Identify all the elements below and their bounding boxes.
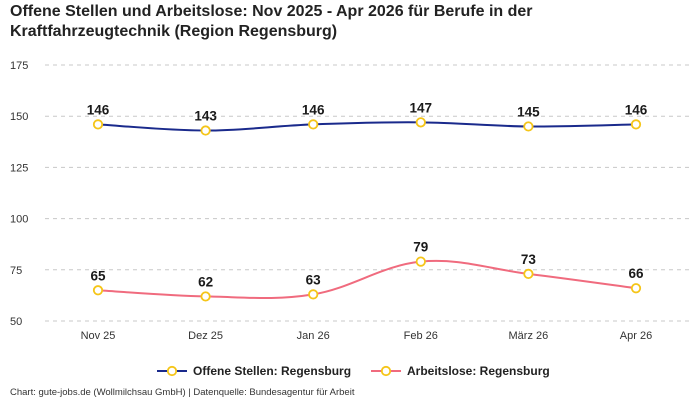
legend: Offene Stellen: Regensburg Arbeitslose: R… bbox=[157, 364, 550, 378]
data-point bbox=[200, 125, 211, 136]
data-label: 146 bbox=[625, 102, 648, 117]
data-points bbox=[92, 117, 642, 302]
chart-title: Offene Stellen und Arbeitslose: Nov 2025… bbox=[10, 3, 533, 40]
data-point bbox=[523, 121, 534, 132]
data-label: 63 bbox=[306, 272, 322, 287]
data-label: 66 bbox=[628, 266, 644, 281]
data-label: 145 bbox=[517, 104, 540, 119]
legend-swatch-marker bbox=[380, 365, 392, 377]
data-point bbox=[415, 117, 426, 128]
data-point bbox=[523, 268, 534, 279]
y-tick-label: 100 bbox=[10, 214, 28, 226]
x-tick-label: Jan 26 bbox=[297, 330, 330, 342]
data-label: 65 bbox=[90, 268, 106, 283]
chart-source-footer: Chart: gute-jobs.de (Wollmilchsau GmbH) … bbox=[10, 387, 355, 398]
gridlines bbox=[45, 64, 690, 322]
data-point bbox=[630, 119, 642, 130]
data-point bbox=[308, 289, 319, 300]
data-point bbox=[415, 256, 426, 267]
series-lines bbox=[97, 121, 637, 300]
y-tick-label: 75 bbox=[10, 265, 22, 277]
series-line-0 bbox=[97, 121, 637, 132]
legend-swatch-marker bbox=[166, 365, 178, 377]
x-tick-label: Nov 25 bbox=[81, 330, 116, 342]
y-axis-ticks: 50 75 100 125 150 175 bbox=[10, 60, 28, 328]
data-point bbox=[92, 119, 104, 130]
data-label: 79 bbox=[413, 240, 428, 255]
data-label: 146 bbox=[302, 102, 325, 117]
data-label: 146 bbox=[87, 102, 110, 117]
series-line-1 bbox=[97, 259, 637, 300]
x-tick-label: Dez 25 bbox=[188, 330, 223, 342]
legend-item-0: Offene Stellen: Regensburg bbox=[157, 364, 351, 378]
legend-label: Arbeitslose: Regensburg bbox=[407, 364, 550, 378]
y-tick-label: 150 bbox=[10, 111, 28, 123]
x-axis-ticks: Nov 25 Dez 25 Jan 26 Feb 26 März 26 Apr 26 bbox=[81, 330, 653, 342]
y-tick-label: 50 bbox=[10, 316, 22, 328]
data-point bbox=[308, 119, 319, 130]
data-point bbox=[200, 291, 211, 302]
data-label: 73 bbox=[521, 252, 537, 267]
data-point bbox=[92, 285, 104, 296]
data-label: 143 bbox=[194, 109, 217, 124]
x-tick-label: Feb 26 bbox=[404, 330, 438, 342]
y-tick-label: 125 bbox=[10, 162, 28, 174]
data-label: 62 bbox=[198, 274, 213, 289]
data-label: 147 bbox=[410, 100, 433, 115]
x-tick-label: Apr 26 bbox=[620, 330, 652, 342]
data-point bbox=[630, 283, 642, 294]
data-labels: 146 143 146 147 145 146 65 62 63 79 73 66 bbox=[87, 100, 648, 289]
legend-item-1: Arbeitslose: Regensburg bbox=[371, 364, 550, 378]
y-tick-label: 175 bbox=[10, 60, 28, 72]
legend-label: Offene Stellen: Regensburg bbox=[193, 364, 351, 378]
x-tick-label: März 26 bbox=[509, 330, 549, 342]
